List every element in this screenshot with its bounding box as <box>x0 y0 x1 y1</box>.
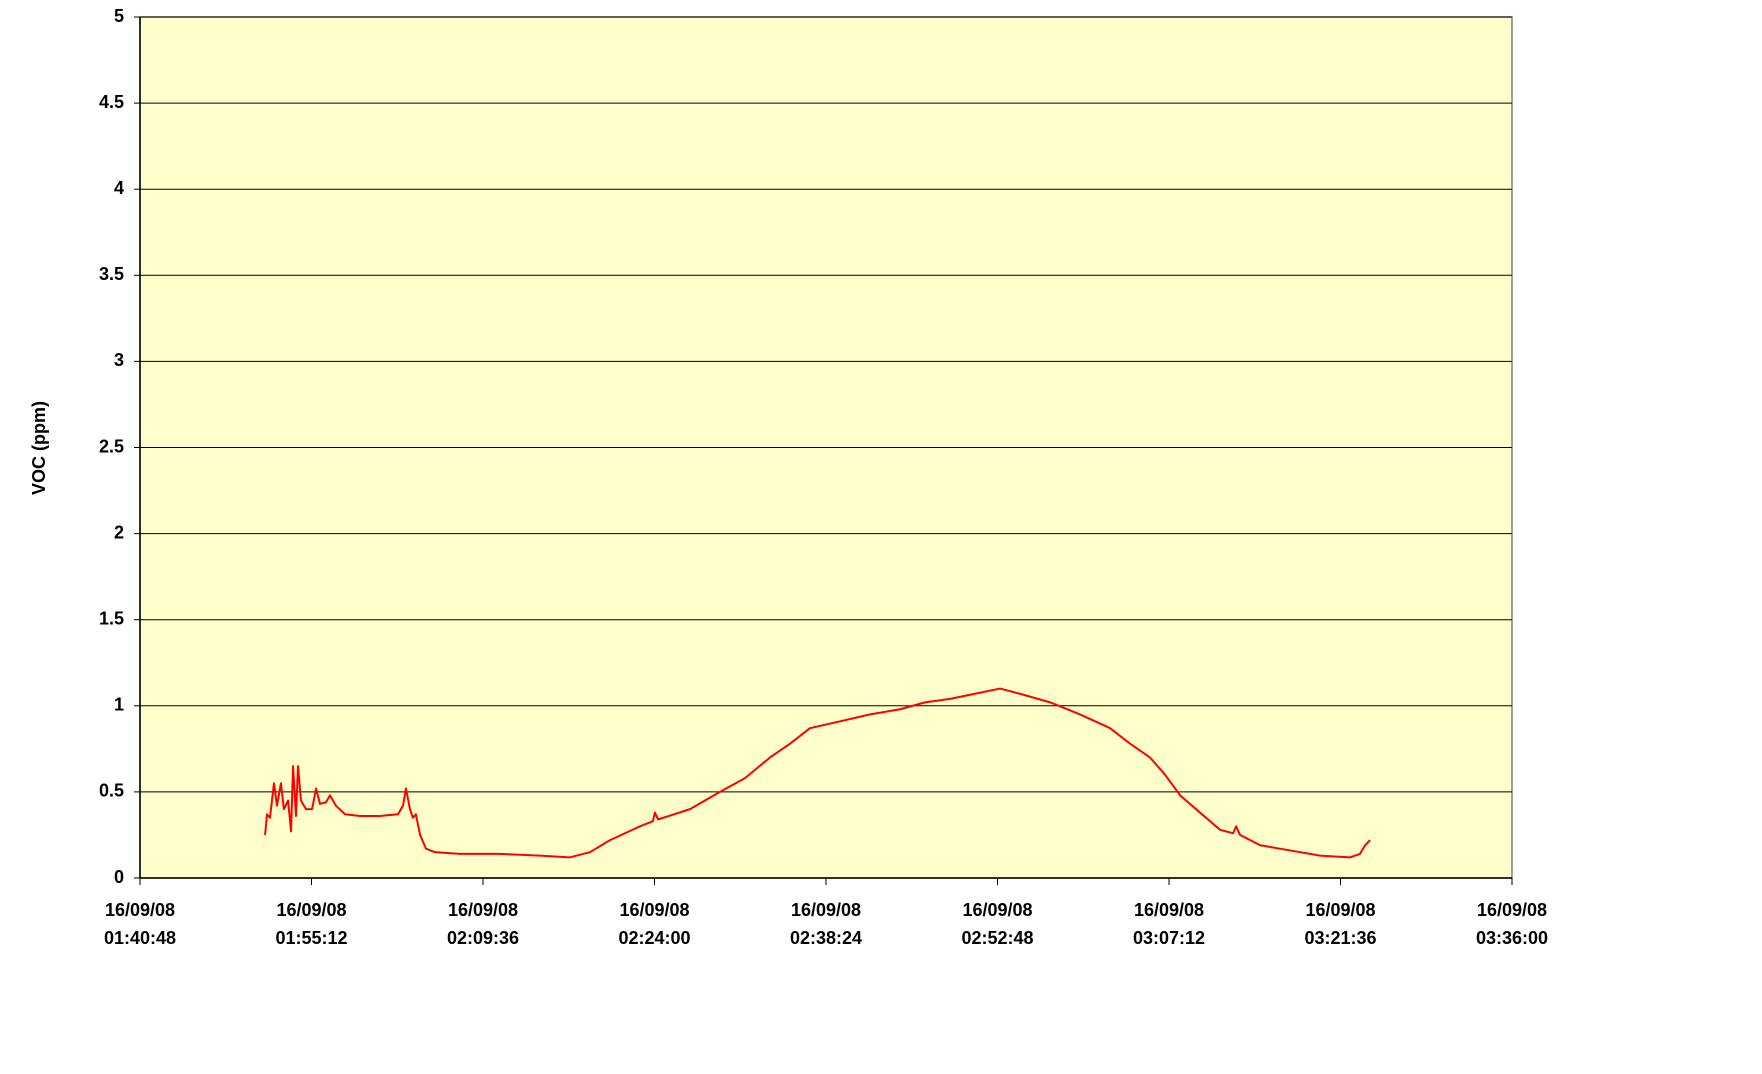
x-tick-label-line: 03:07:12 <box>1133 928 1205 948</box>
x-tick-label-line: 03:36:00 <box>1476 928 1548 948</box>
x-tick-label-line: 01:55:12 <box>275 928 347 948</box>
x-tick-label: 16/09/08 03:36:00 <box>1476 900 1548 948</box>
x-tick-label-line: 02:24:00 <box>618 928 690 948</box>
x-tick-label-line: 02:52:48 <box>961 928 1033 948</box>
y-tick-label: 1.5 <box>99 608 124 628</box>
x-tick-label: 16/09/08 03:07:12 <box>1133 900 1205 948</box>
y-tick-label: 0.5 <box>99 781 124 801</box>
y-tick-label: 3.5 <box>99 264 124 284</box>
y-tick-label: 1 <box>114 695 124 715</box>
x-tick-label-line: 16/09/08 <box>962 900 1032 920</box>
x-tick-label: 16/09/08 02:24:00 <box>618 900 690 948</box>
y-tick-label: 3 <box>114 350 124 370</box>
y-tick-label: 4 <box>114 178 124 198</box>
x-tick-label: 16/09/08 03:21:36 <box>1304 900 1376 948</box>
y-tick-label: 0 <box>114 867 124 887</box>
x-tick-label-line: 16/09/08 <box>1305 900 1375 920</box>
x-tick-label: 16/09/08 02:09:36 <box>447 900 519 948</box>
data-line <box>264 687 1371 859</box>
x-tick-label-line: 16/09/08 <box>619 900 689 920</box>
x-tick-label-line: 16/09/08 <box>105 900 175 920</box>
x-tick-label: 16/09/08 02:52:48 <box>961 900 1033 948</box>
x-tick-label-line: 01:40:48 <box>104 928 176 948</box>
x-tick-label-line: 02:09:36 <box>447 928 519 948</box>
x-tick-label-line: 16/09/08 <box>791 900 861 920</box>
x-tick-label: 16/09/08 02:38:24 <box>790 900 862 948</box>
x-tick-label-line: 02:38:24 <box>790 928 862 948</box>
x-tick-label-line: 16/09/08 <box>276 900 346 920</box>
y-tick-label: 2.5 <box>99 436 124 456</box>
x-tick-label: 16/09/08 01:40:48 <box>104 900 176 948</box>
x-tick-label-line: 16/09/08 <box>1477 900 1547 920</box>
y-tick-label: 4.5 <box>99 92 124 112</box>
x-tick-label: 16/09/08 01:55:12 <box>275 900 347 948</box>
y-axis-title: VOC (ppm) <box>29 401 49 495</box>
y-tick-label: 5 <box>114 6 124 26</box>
y-tick-label: 2 <box>114 522 124 542</box>
x-tick-label-line: 03:21:36 <box>1304 928 1376 948</box>
x-tick-label-line: 16/09/08 <box>448 900 518 920</box>
x-tick-label-line: 16/09/08 <box>1134 900 1204 920</box>
